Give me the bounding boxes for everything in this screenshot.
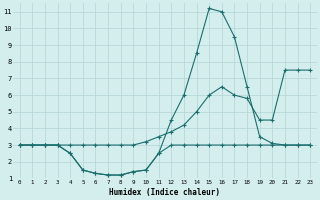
X-axis label: Humidex (Indice chaleur): Humidex (Indice chaleur): [109, 188, 220, 197]
